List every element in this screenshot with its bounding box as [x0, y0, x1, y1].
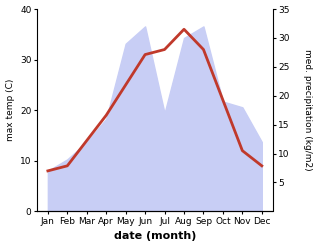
Y-axis label: med. precipitation (kg/m2): med. precipitation (kg/m2): [303, 49, 313, 171]
Y-axis label: max temp (C): max temp (C): [5, 79, 15, 141]
X-axis label: date (month): date (month): [114, 231, 196, 242]
